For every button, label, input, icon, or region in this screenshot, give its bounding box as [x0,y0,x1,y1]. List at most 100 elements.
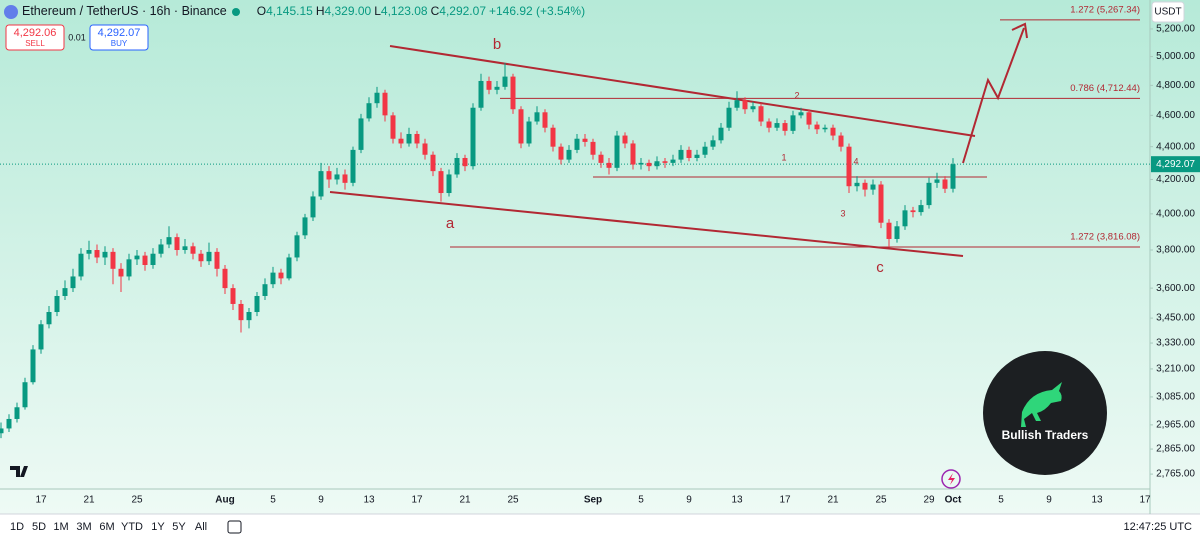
candle-body [798,112,804,116]
candle-body [686,149,692,158]
y-tick-label: 3,210.00 [1156,364,1195,375]
candle-body [86,250,92,254]
candle-body [942,179,948,189]
y-tick-label: 3,330.00 [1156,338,1195,349]
lower-trendline [329,191,964,257]
candle-body [854,182,860,187]
candle-body [470,107,476,167]
candle-body [38,324,44,350]
ohlc-value: 4,292.07 [439,4,486,18]
candle-body [358,118,364,150]
candle-body [142,255,148,266]
candle-body [678,149,684,160]
candle-body [742,100,748,110]
x-tick-label: 5 [638,495,644,506]
y-tick-label: 5,000.00 [1156,51,1195,62]
bottom-toolbar [0,514,1200,541]
candle-body [246,312,252,321]
candle-body [790,115,796,131]
y-tick-label: 3,800.00 [1156,245,1195,256]
candle-body [390,115,396,139]
y-tick-label: 4,600.00 [1156,110,1195,121]
candle-body [886,222,892,239]
candle-body [454,157,460,175]
sell-button[interactable] [5,24,65,51]
candle-body [582,138,588,142]
period-button[interactable]: 5D [32,521,46,533]
buy-button[interactable] [89,24,149,51]
candle-body [198,253,204,262]
logo-text: Bullish Traders [1002,428,1089,442]
period-button[interactable]: YTD [121,521,143,533]
candle-body [718,127,724,141]
candle-body [822,127,828,130]
period-button[interactable]: 1Y [151,521,165,533]
candle-body [934,179,940,183]
candle-body [870,184,876,190]
y-tick-label: 4,000.00 [1156,208,1195,219]
candle-body [766,121,772,128]
tv-logo [10,466,28,477]
x-tick-label: 9 [1046,495,1052,506]
alert-icon[interactable] [941,469,961,489]
symbol-name: Ethereum / TetherUS · 16h · Binance [22,4,227,18]
calendar-icon[interactable] [227,520,242,534]
candle-body [910,210,916,213]
x-tick-label: 17 [1139,495,1151,506]
upper-trendline [389,45,976,137]
candle-body [174,237,180,251]
candle-body [894,226,900,239]
header-legend: Ethereum / TetherUS · 16h · Binance O4,14… [22,4,585,18]
candle-body [838,135,844,147]
ohlc-value: 4,329.00 [324,4,371,18]
y-tick-label: 5,200.00 [1156,24,1195,35]
candle-body [494,86,500,90]
wave-label: 1 [781,152,786,162]
candle-body [366,103,372,119]
candle-body [550,127,556,147]
candle-body [694,154,700,158]
wave-label: 3 [840,208,845,218]
fib-label: 0.786 (4,712.44) [1070,83,1140,94]
candle-body [486,80,492,90]
period-button[interactable]: 1M [53,521,68,533]
x-tick-label: 21 [827,495,839,506]
candle-body [22,382,28,408]
period-button[interactable]: 1D [10,521,24,533]
candle-body [654,161,660,167]
candle-body [622,135,628,144]
period-button[interactable]: All [195,521,207,533]
wave-label: c [876,259,884,276]
candle-body [382,92,388,116]
x-tick-label: 21 [459,495,471,506]
candle-body [302,217,308,236]
candle-body [294,235,300,258]
candle-body [926,182,932,206]
wave-label: 4 [853,156,858,166]
candle-body [526,121,532,144]
candle-body [606,162,612,168]
x-tick-label: 9 [686,495,692,506]
period-button[interactable]: 3M [76,521,91,533]
candle-body [814,124,820,130]
candle-body [918,205,924,213]
candle-body [326,171,332,180]
x-tick-label: 5 [270,495,276,506]
candle-body [270,272,276,285]
candle-body [62,288,68,296]
candle-body [534,112,540,122]
candle-body [286,257,292,279]
logo-circle [983,351,1107,475]
candle-body [94,250,100,258]
candle-body [566,149,572,160]
candle-body [214,251,220,269]
x-tick-label: 25 [875,495,887,506]
y-tick-label: 2,965.00 [1156,420,1195,431]
currency-button[interactable] [1151,1,1185,23]
candle-body [902,210,908,227]
candle-body [254,295,260,313]
x-tick-label: 9 [318,495,324,506]
period-button[interactable]: 5Y [172,521,186,533]
period-button[interactable]: 6M [99,521,114,533]
